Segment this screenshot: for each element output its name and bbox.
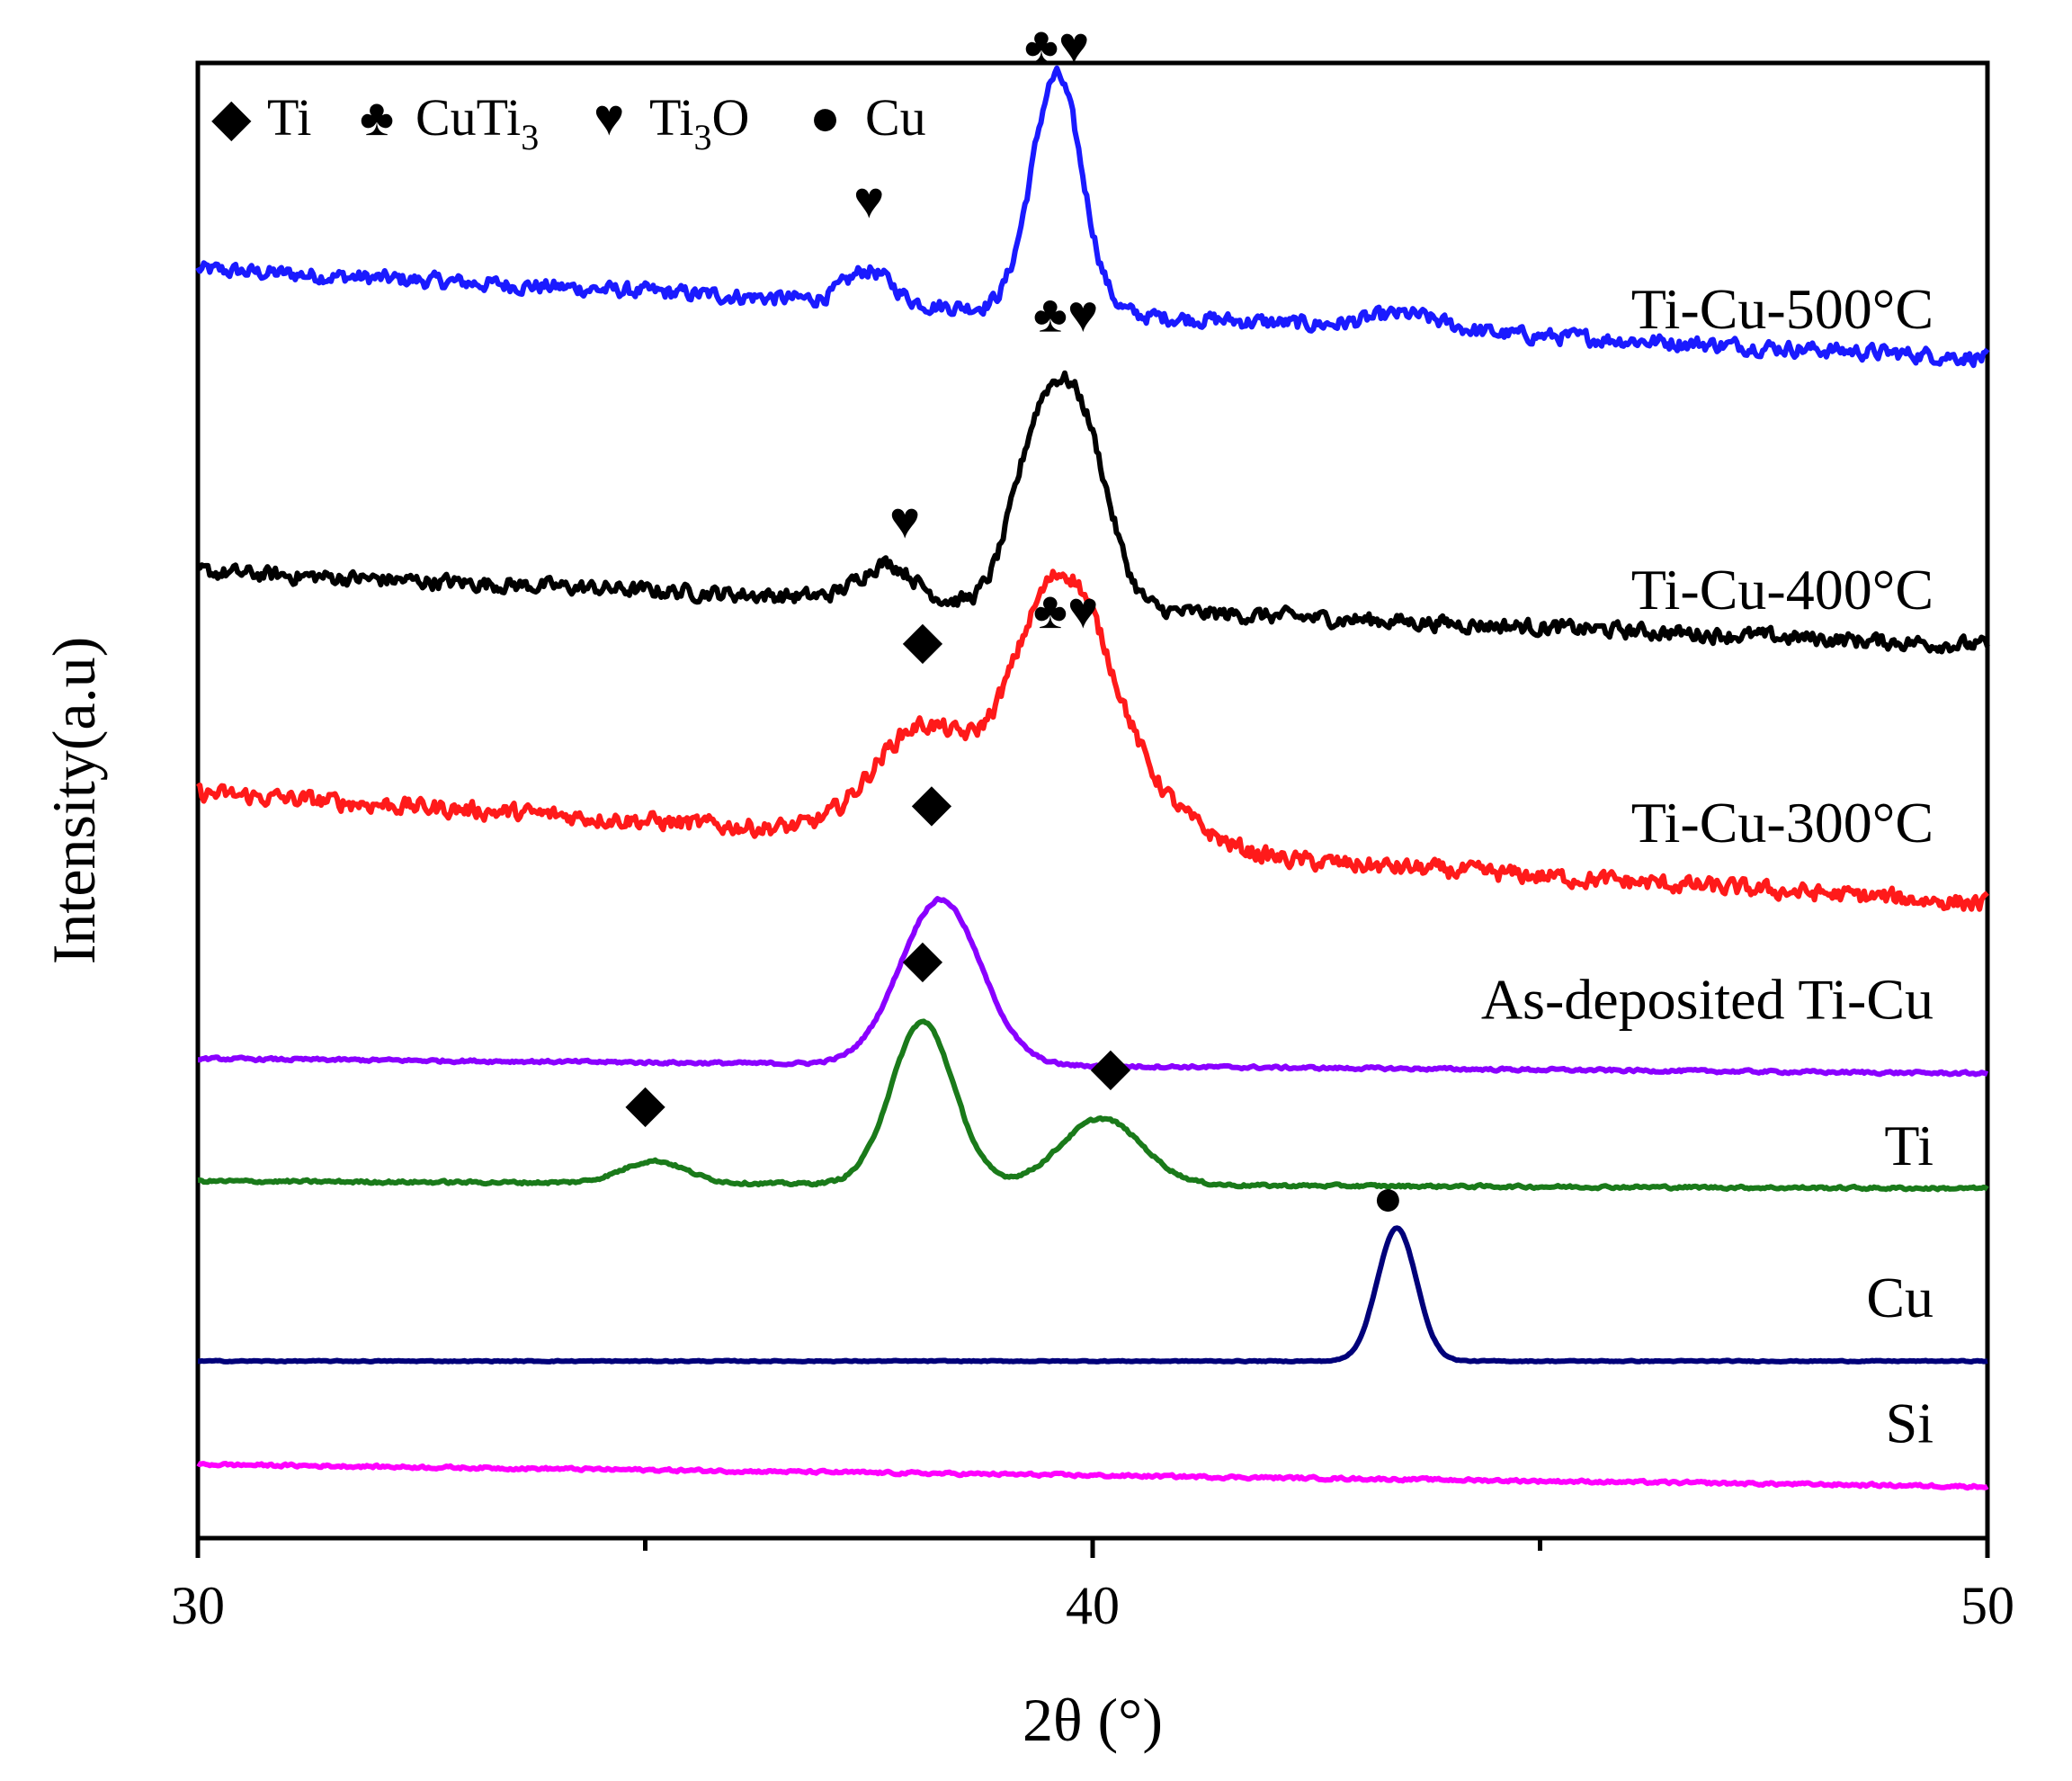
y-axis-title: Intensity(a.u) bbox=[40, 637, 108, 964]
series-layer bbox=[195, 65, 1990, 1491]
ti-marker: ◆ bbox=[1091, 1037, 1131, 1096]
series-label-si: Si bbox=[1886, 1391, 1934, 1454]
cuti3-ti3o-marker: ♣♥ bbox=[1024, 16, 1090, 75]
ti3o-marker: ♥ bbox=[853, 171, 884, 229]
series-line-ti bbox=[197, 1018, 1989, 1193]
legend-label-cuti3: CuTi3 bbox=[415, 88, 539, 157]
series-line-ti-cu-300-c bbox=[195, 568, 1989, 912]
series-label-cu: Cu bbox=[1866, 1266, 1934, 1329]
x-tick-label: 40 bbox=[1066, 1576, 1120, 1635]
legend: ◆ Ti ♣ CuTi3 ♥ Ti3O ● Cu bbox=[211, 88, 926, 157]
series-label-ti: Ti bbox=[1884, 1114, 1934, 1177]
cu-marker: ● bbox=[1372, 1168, 1404, 1227]
legend-label-ti: Ti bbox=[267, 88, 312, 147]
ti-marker: ◆ bbox=[625, 1074, 665, 1132]
x-tick-label: 30 bbox=[171, 1576, 225, 1635]
legend-symbol-ti: ◆ bbox=[211, 88, 252, 147]
series-label-ti-cu-300-c: Ti-Cu-300°C bbox=[1631, 791, 1934, 855]
series-line-ti-cu-500-c bbox=[195, 65, 1990, 369]
x-tick-label: 50 bbox=[1960, 1576, 2014, 1635]
ti-marker: ◆ bbox=[912, 773, 952, 831]
cuti3-ti3o-marker: ♣♥ bbox=[1033, 581, 1099, 640]
series-label-ti-cu-400-c: Ti-Cu-400°C bbox=[1631, 558, 1934, 622]
series-label-layer: Ti-Cu-500°C Ti-Cu-400°C Ti-Cu-300°C As-depo… bbox=[1481, 277, 1934, 1454]
series-line-si bbox=[196, 1461, 1989, 1491]
ti3o-marker: ♥ bbox=[889, 491, 920, 550]
legend-symbol-cuti3: ♣ bbox=[360, 88, 394, 147]
series-label-as-deposited-ti-cu: As-deposited Ti-Cu bbox=[1481, 968, 1934, 1032]
series-line-as-deposited-ti-cu bbox=[197, 896, 1989, 1078]
legend-label-ti3o: Ti3O bbox=[649, 88, 749, 157]
x-axis-title: 2θ (°) bbox=[1023, 1686, 1163, 1754]
ti-marker: ◆ bbox=[903, 611, 943, 669]
annotation-layer: ♣♥ ♥ ♣♥ ♥ ♣♥ ◆ ◆ ◆ ◆ ◆ ● bbox=[625, 16, 1404, 1227]
cuti3-ti3o-marker: ♣♥ bbox=[1033, 284, 1099, 343]
series-line-ti-cu-400-c bbox=[195, 370, 1990, 655]
ti-marker: ◆ bbox=[903, 929, 943, 988]
axis-layer: 30 40 50 bbox=[171, 1538, 2014, 1635]
legend-symbol-ti3o: ♥ bbox=[594, 88, 624, 147]
legend-label-cu: Cu bbox=[865, 88, 926, 147]
series-label-ti-cu-500-c: Ti-Cu-500°C bbox=[1631, 277, 1934, 341]
series-line-cu bbox=[197, 1225, 1988, 1365]
legend-symbol-cu: ● bbox=[809, 88, 841, 147]
